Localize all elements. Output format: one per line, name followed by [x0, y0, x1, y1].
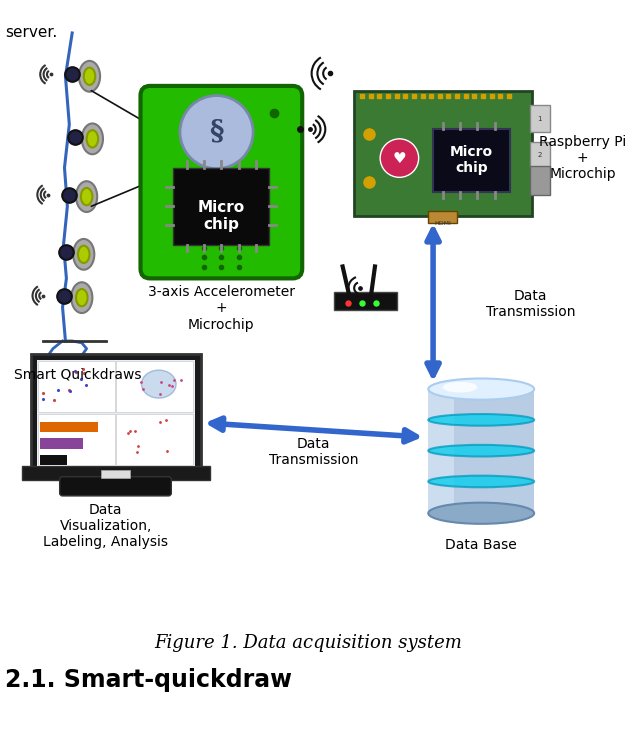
Bar — [101, 470, 130, 477]
Text: Data Base: Data Base — [445, 538, 517, 552]
Bar — [531, 105, 550, 132]
Text: 1: 1 — [538, 115, 542, 121]
Text: Data
Transmission: Data Transmission — [486, 289, 575, 319]
Ellipse shape — [71, 282, 92, 313]
Ellipse shape — [428, 414, 534, 425]
Bar — [354, 91, 532, 216]
Text: 2.1. Smart-quickdraw: 2.1. Smart-quickdraw — [5, 668, 292, 692]
Ellipse shape — [86, 130, 98, 148]
Ellipse shape — [180, 96, 253, 169]
Ellipse shape — [428, 379, 534, 400]
Bar — [531, 142, 550, 169]
Text: 3-axis Accelerometer
+
Microchip: 3-axis Accelerometer + Microchip — [148, 285, 295, 332]
Bar — [38, 361, 115, 412]
Bar — [433, 129, 510, 192]
Ellipse shape — [428, 445, 534, 456]
Text: 2: 2 — [538, 152, 542, 158]
Text: Micro
chip: Micro chip — [450, 145, 493, 175]
Bar — [22, 466, 210, 480]
Bar — [116, 414, 193, 465]
Bar — [40, 438, 83, 449]
Ellipse shape — [81, 188, 92, 205]
Bar — [428, 211, 457, 222]
Text: ♥: ♥ — [392, 151, 406, 166]
Ellipse shape — [79, 61, 100, 91]
Bar — [531, 166, 550, 194]
Ellipse shape — [428, 503, 534, 524]
Ellipse shape — [141, 370, 176, 398]
Ellipse shape — [82, 124, 103, 154]
Ellipse shape — [78, 246, 90, 263]
Ellipse shape — [428, 476, 534, 488]
Bar — [334, 292, 397, 311]
Bar — [36, 360, 195, 466]
Bar — [116, 361, 193, 412]
FancyBboxPatch shape — [141, 86, 302, 279]
Text: server.: server. — [5, 26, 57, 40]
Text: Figure 1. Data acquisition system: Figure 1. Data acquisition system — [154, 635, 462, 653]
Text: HDMI: HDMI — [435, 221, 451, 227]
FancyBboxPatch shape — [173, 167, 269, 245]
Bar — [428, 389, 454, 513]
FancyBboxPatch shape — [60, 477, 172, 496]
Text: Data
Transmission: Data Transmission — [269, 437, 358, 467]
Text: Smart Quickdraws: Smart Quickdraws — [15, 368, 142, 382]
Bar — [31, 355, 201, 471]
Bar — [428, 389, 534, 513]
Ellipse shape — [73, 239, 94, 270]
Text: Micro
chip: Micro chip — [198, 200, 245, 232]
Bar — [40, 422, 98, 433]
Text: §: § — [209, 118, 224, 145]
Bar — [40, 455, 67, 465]
Ellipse shape — [76, 289, 88, 306]
Ellipse shape — [76, 181, 97, 212]
Ellipse shape — [84, 68, 95, 85]
Text: Raspberry Pi
+
Microchip: Raspberry Pi + Microchip — [539, 135, 626, 181]
Ellipse shape — [443, 382, 477, 393]
Ellipse shape — [380, 139, 419, 178]
Text: Data
Visualization,
Labeling, Analysis: Data Visualization, Labeling, Analysis — [44, 503, 168, 549]
Bar — [38, 414, 115, 465]
